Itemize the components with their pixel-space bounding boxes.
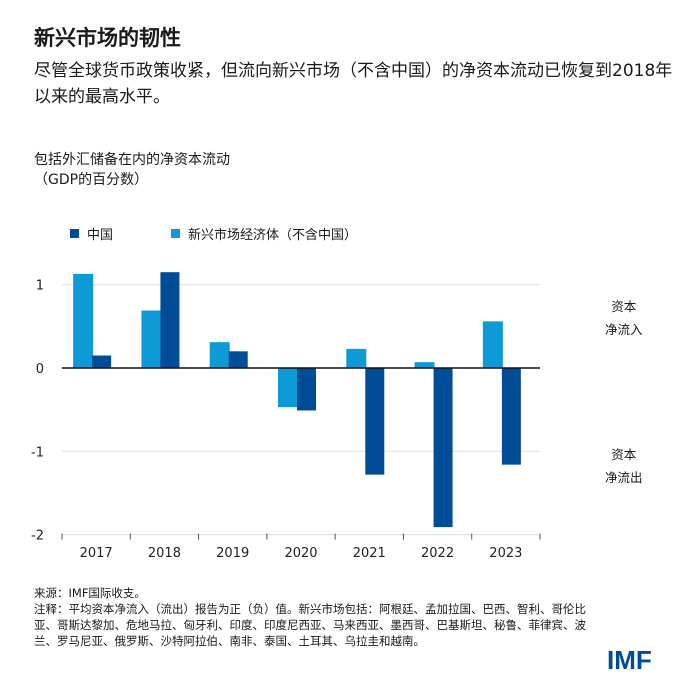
bar-china — [297, 368, 316, 411]
bar-em — [482, 321, 503, 368]
y-tick-label: 0 — [36, 362, 44, 377]
inflow-annotation-line2: 净流入 — [605, 322, 643, 337]
bar-china — [228, 351, 248, 368]
inflow-annotation-line1: 资本 — [611, 299, 637, 314]
x-tick-label: 2021 — [353, 546, 386, 561]
legend-label-china: 中国 — [87, 228, 114, 243]
y-tick-label: 1 — [36, 279, 44, 294]
bar-em — [414, 362, 435, 368]
x-tick-label: 2020 — [284, 546, 317, 561]
x-tick-label: 2017 — [80, 546, 113, 561]
bar-china — [433, 368, 453, 528]
y-axis-label: 包括外汇储备在内的净资本流动 （GDP的百分数） — [34, 150, 230, 190]
bar-em — [278, 368, 298, 408]
bar-em — [346, 348, 367, 368]
bar-em — [73, 273, 94, 368]
legend-swatch-em — [171, 229, 180, 238]
imf-logo: IMF — [607, 645, 652, 675]
bar-china — [501, 368, 521, 465]
bar-em — [141, 310, 162, 368]
legend-label-em: 新兴市场经济体（不含中国） — [188, 228, 358, 243]
y-tick-label: -1 — [31, 445, 44, 460]
footnote: 来源：IMF国际收支。 注释：平均资本净流入（流出）报告为正（负）值。新兴市场包… — [34, 585, 594, 649]
bar-china — [160, 272, 180, 368]
outflow-annotation: 资本 净流出 — [605, 446, 643, 486]
y-tick-label: -2 — [31, 529, 44, 544]
legend-item-em: 新兴市场经济体（不含中国） — [171, 224, 357, 243]
source-note: 来源：IMF国际收支。 — [34, 586, 146, 600]
x-tick-label: 2022 — [421, 546, 454, 561]
outflow-annotation-line1: 资本 — [611, 447, 637, 462]
inflow-annotation: 资本 净流入 — [605, 298, 643, 338]
chart-subtitle: 尽管全球货币政策收紧，但流向新兴市场（不含中国）的净资本流动已恢复到2018年以… — [34, 61, 673, 107]
x-tick-label: 2018 — [148, 546, 181, 561]
x-tick-label: 2019 — [216, 546, 249, 561]
notes: 注释：平均资本净流入（流出）报告为正（负）值。新兴市场包括：阿根廷、孟加拉国、巴… — [34, 602, 586, 648]
bar-china — [92, 355, 112, 368]
outflow-annotation-line2: 净流出 — [605, 470, 643, 485]
y-axis-label-line2: （GDP的百分数） — [34, 172, 149, 188]
chart-title: 新兴市场的韧性 — [34, 26, 181, 50]
legend-swatch-china — [70, 229, 79, 238]
legend-item-china: 中国 — [70, 224, 113, 243]
bar-china — [365, 368, 385, 475]
y-axis-label-line1: 包括外汇储备在内的净资本流动 — [34, 152, 230, 168]
bar-em — [209, 342, 230, 368]
x-tick-label: 2023 — [489, 546, 522, 561]
